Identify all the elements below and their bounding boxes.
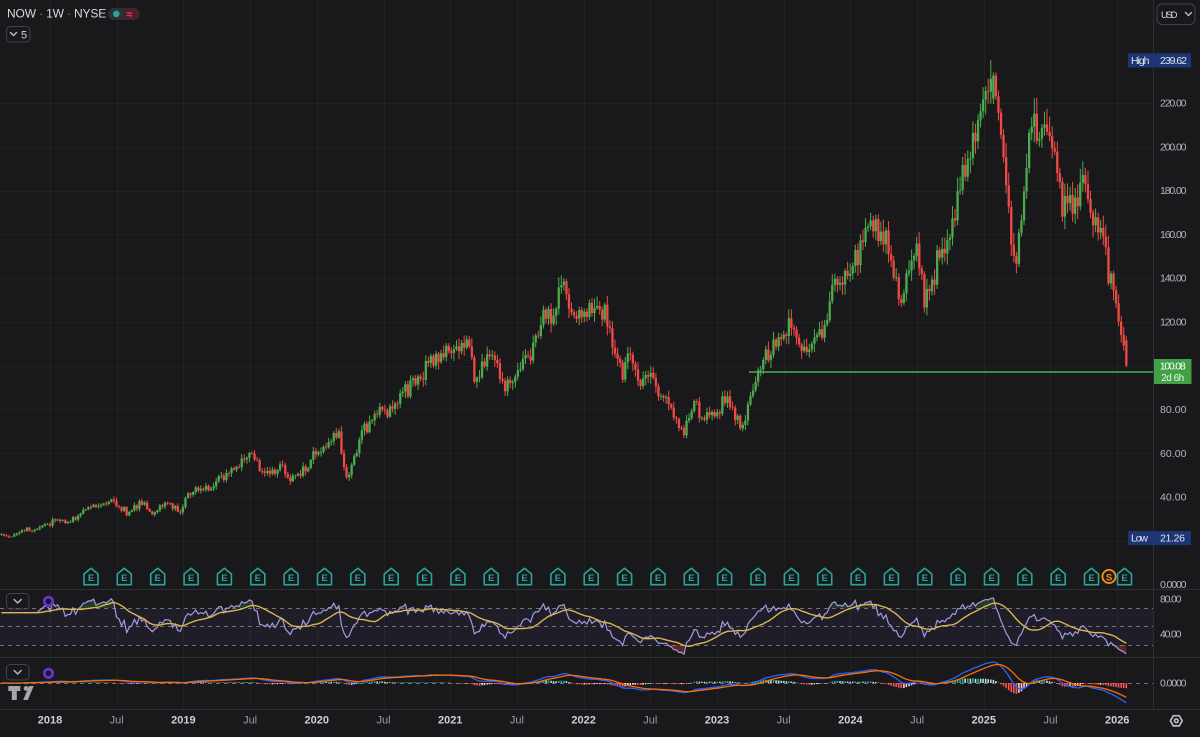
- svg-text:80.00: 80.00: [1160, 404, 1187, 416]
- svg-text:2020: 2020: [305, 715, 329, 727]
- svg-text:E: E: [455, 573, 461, 584]
- svg-text:E: E: [721, 573, 727, 584]
- svg-text:E: E: [1055, 573, 1061, 584]
- svg-text:NOW · 1W · NYSE: NOW · 1W · NYSE: [7, 7, 106, 21]
- svg-text:Jul: Jul: [910, 715, 924, 727]
- svg-text:E: E: [255, 573, 261, 584]
- svg-text:239.62: 239.62: [1160, 55, 1187, 67]
- svg-text:E: E: [588, 573, 594, 584]
- svg-text:120.00: 120.00: [1160, 317, 1187, 329]
- svg-text:E: E: [788, 573, 794, 584]
- svg-text:E: E: [888, 573, 894, 584]
- svg-text:220.00: 220.00: [1160, 98, 1187, 110]
- svg-text:E: E: [555, 573, 561, 584]
- svg-text:E: E: [421, 573, 427, 584]
- svg-text:2d 6h: 2d 6h: [1161, 373, 1184, 384]
- svg-text:180.00: 180.00: [1160, 185, 1187, 197]
- svg-text:Jul: Jul: [243, 715, 257, 727]
- svg-text:USD: USD: [1161, 10, 1178, 21]
- svg-text:2022: 2022: [571, 715, 595, 727]
- svg-text:E: E: [855, 573, 861, 584]
- svg-text:E: E: [688, 573, 694, 584]
- svg-text:E: E: [488, 573, 494, 584]
- svg-text:60.00: 60.00: [1160, 448, 1187, 460]
- svg-text:200.00: 200.00: [1160, 141, 1187, 153]
- svg-text:2018: 2018: [38, 715, 62, 727]
- svg-text:2019: 2019: [171, 715, 195, 727]
- svg-text:0.0000: 0.0000: [1160, 678, 1187, 690]
- svg-text:2024: 2024: [838, 715, 863, 727]
- svg-text:2025: 2025: [972, 715, 996, 727]
- svg-text:E: E: [988, 573, 994, 584]
- svg-text:40.00: 40.00: [1160, 492, 1187, 504]
- svg-text:E: E: [155, 573, 161, 584]
- svg-text:Jul: Jul: [110, 715, 124, 727]
- svg-text:E: E: [121, 573, 127, 584]
- svg-text:Jul: Jul: [376, 715, 390, 727]
- svg-text:E: E: [355, 573, 361, 584]
- svg-text:Jul: Jul: [510, 715, 524, 727]
- svg-text:2021: 2021: [438, 715, 462, 727]
- svg-text:E: E: [655, 573, 661, 584]
- svg-text:0.0000: 0.0000: [1160, 579, 1187, 591]
- svg-text:Jul: Jul: [777, 715, 791, 727]
- svg-text:E: E: [388, 573, 394, 584]
- svg-text:E: E: [188, 573, 194, 584]
- svg-text:E: E: [88, 573, 94, 584]
- svg-text:Jul: Jul: [643, 715, 657, 727]
- svg-text:5: 5: [21, 30, 27, 42]
- svg-text:E: E: [621, 573, 627, 584]
- svg-text:E: E: [955, 573, 961, 584]
- svg-text:E: E: [521, 573, 527, 584]
- svg-text:S: S: [1106, 573, 1112, 584]
- svg-text:2023: 2023: [705, 715, 729, 727]
- svg-text:E: E: [321, 573, 327, 584]
- svg-text:80.00: 80.00: [1160, 594, 1182, 606]
- svg-text:High: High: [1131, 55, 1150, 67]
- svg-text:E: E: [922, 573, 928, 584]
- svg-text:≈: ≈: [126, 9, 132, 21]
- svg-text:E: E: [288, 573, 294, 584]
- svg-text:E: E: [822, 573, 828, 584]
- svg-text:E: E: [1121, 573, 1127, 584]
- svg-text:E: E: [1022, 573, 1028, 584]
- svg-text:21.26: 21.26: [1160, 533, 1185, 545]
- svg-text:140.00: 140.00: [1160, 273, 1187, 285]
- svg-text:100.08: 100.08: [1160, 361, 1186, 373]
- svg-text:E: E: [755, 573, 761, 584]
- svg-text:40.00: 40.00: [1160, 628, 1182, 640]
- svg-text:E: E: [221, 573, 227, 584]
- svg-text:Jul: Jul: [1043, 715, 1057, 727]
- svg-text:2026: 2026: [1105, 715, 1129, 727]
- svg-text:160.00: 160.00: [1160, 229, 1187, 241]
- svg-text:Low: Low: [1131, 533, 1148, 545]
- svg-text:E: E: [1088, 573, 1094, 584]
